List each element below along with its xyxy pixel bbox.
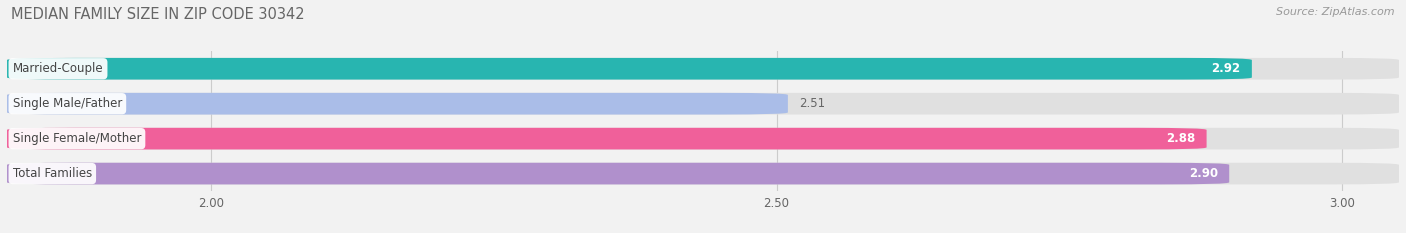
Text: Source: ZipAtlas.com: Source: ZipAtlas.com: [1277, 7, 1395, 17]
Text: 2.90: 2.90: [1189, 167, 1218, 180]
FancyBboxPatch shape: [7, 93, 1399, 115]
Text: Single Male/Father: Single Male/Father: [13, 97, 122, 110]
Text: Married-Couple: Married-Couple: [13, 62, 103, 75]
FancyBboxPatch shape: [7, 58, 1251, 80]
Text: 2.88: 2.88: [1166, 132, 1195, 145]
FancyBboxPatch shape: [7, 163, 1399, 185]
FancyBboxPatch shape: [7, 93, 787, 115]
Text: 2.51: 2.51: [799, 97, 825, 110]
Text: MEDIAN FAMILY SIZE IN ZIP CODE 30342: MEDIAN FAMILY SIZE IN ZIP CODE 30342: [11, 7, 305, 22]
FancyBboxPatch shape: [7, 128, 1399, 150]
FancyBboxPatch shape: [7, 58, 1399, 80]
Text: Total Families: Total Families: [13, 167, 91, 180]
FancyBboxPatch shape: [7, 128, 1206, 150]
Text: 2.92: 2.92: [1212, 62, 1240, 75]
Text: Single Female/Mother: Single Female/Mother: [13, 132, 141, 145]
FancyBboxPatch shape: [7, 163, 1229, 185]
